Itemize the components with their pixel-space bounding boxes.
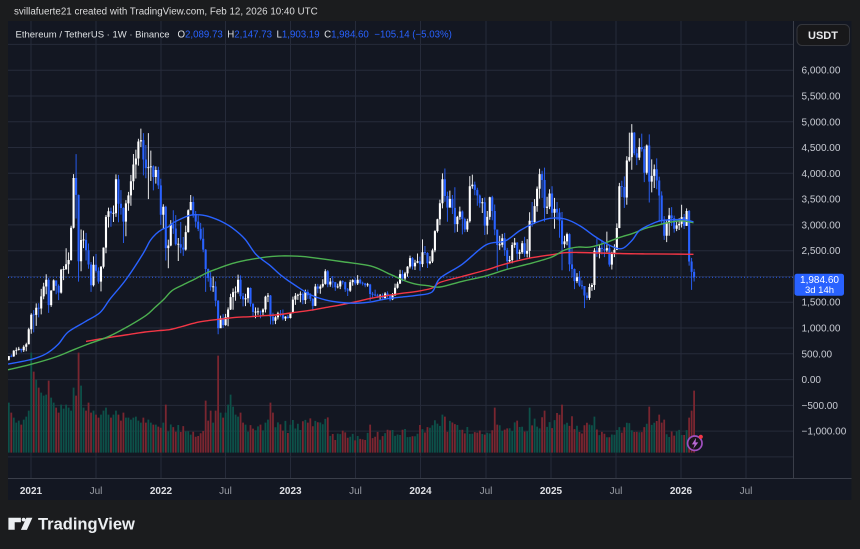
svg-text:2025: 2025	[540, 486, 563, 497]
svg-text:−500.00: −500.00	[802, 401, 839, 412]
svg-text:4,000.00: 4,000.00	[802, 169, 841, 180]
svg-text:2026: 2026	[670, 486, 693, 497]
svg-text:2,500.00: 2,500.00	[802, 246, 841, 257]
svg-text:svillafuerte21 created with Tr: svillafuerte21 created with TradingView.…	[14, 7, 318, 18]
svg-text:500.00: 500.00	[802, 349, 833, 360]
svg-text:−1,000.00: −1,000.00	[802, 427, 847, 438]
svg-text:3,000.00: 3,000.00	[802, 220, 841, 231]
svg-text:Jul: Jul	[349, 486, 362, 497]
svg-text:4,500.00: 4,500.00	[802, 143, 841, 154]
svg-text:2022: 2022	[150, 486, 173, 497]
svg-text:1,984.60: 1,984.60	[800, 275, 839, 286]
svg-text:Jul: Jul	[740, 486, 753, 497]
svg-text:0.00: 0.00	[802, 375, 822, 386]
svg-text:6,000.00: 6,000.00	[802, 66, 841, 77]
svg-text:TradingView: TradingView	[38, 516, 135, 534]
svg-text:Jul: Jul	[610, 486, 623, 497]
svg-text:2021: 2021	[20, 486, 43, 497]
svg-text:3,500.00: 3,500.00	[802, 195, 841, 206]
svg-text:3d 14h: 3d 14h	[805, 285, 834, 296]
svg-text:USDT: USDT	[808, 30, 838, 42]
svg-text:5,500.00: 5,500.00	[802, 92, 841, 103]
svg-text:2024: 2024	[409, 486, 432, 497]
svg-text:5,000.00: 5,000.00	[802, 117, 841, 128]
svg-text:Jul: Jul	[219, 486, 232, 497]
svg-text:Jul: Jul	[480, 486, 493, 497]
svg-text:1,500.00: 1,500.00	[802, 298, 841, 309]
svg-text:Ethereum / TetherUS · 1W · Bin: Ethereum / TetherUS · 1W · Binance O2,089…	[16, 30, 452, 41]
svg-text:Jul: Jul	[90, 486, 103, 497]
svg-text:2023: 2023	[279, 486, 302, 497]
svg-text:1,000.00: 1,000.00	[802, 324, 841, 335]
